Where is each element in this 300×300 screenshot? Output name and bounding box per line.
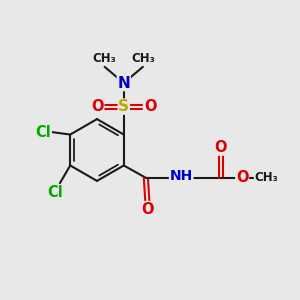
Text: O: O [91,99,103,114]
Text: NH: NH [169,169,193,183]
Text: O: O [144,99,157,114]
Text: O: O [236,170,248,185]
Text: CH₃: CH₃ [92,52,116,65]
Text: Cl: Cl [35,125,51,140]
Text: O: O [141,202,154,217]
Text: N: N [117,76,130,91]
Text: S: S [118,99,129,114]
Text: CH₃: CH₃ [132,52,155,65]
Text: Cl: Cl [48,185,63,200]
Text: CH₃: CH₃ [254,171,278,184]
Text: O: O [214,140,227,155]
